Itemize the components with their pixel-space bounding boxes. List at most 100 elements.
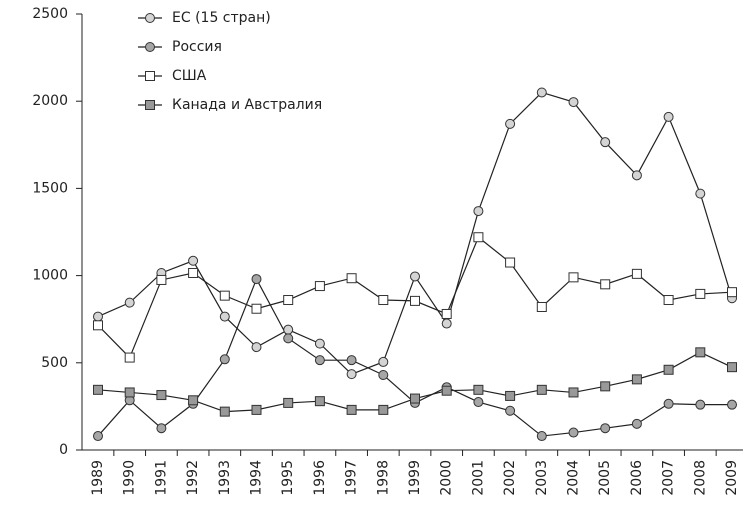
point — [124, 352, 135, 363]
point — [600, 137, 611, 148]
y-tick-label: 0 — [59, 442, 68, 458]
point — [727, 287, 737, 298]
point — [346, 273, 357, 284]
point — [600, 381, 611, 392]
point — [631, 170, 642, 181]
x-tick-label: 1999 — [407, 460, 423, 496]
point — [568, 427, 579, 438]
point — [314, 355, 325, 366]
point — [283, 397, 294, 408]
legend-marker — [145, 100, 155, 110]
legend-label: США — [172, 68, 207, 84]
point — [727, 362, 737, 373]
point — [410, 393, 420, 404]
x-tick-label: 1990 — [122, 460, 138, 496]
y-tick-label: 500 — [41, 355, 68, 371]
point — [251, 303, 262, 314]
x-tick-label: 2002 — [502, 460, 518, 496]
x-tick-label: 2007 — [661, 460, 677, 496]
point — [346, 404, 357, 415]
x-tick-label: 2003 — [534, 460, 550, 496]
x-tick-label: 1994 — [249, 460, 265, 496]
point — [93, 384, 103, 395]
point — [568, 97, 579, 108]
x-tick-label: 1996 — [312, 460, 328, 496]
point — [536, 431, 547, 442]
point — [631, 268, 642, 279]
point — [473, 397, 484, 408]
legend-marker — [145, 71, 155, 81]
point — [410, 295, 420, 306]
y-tick-label: 2500 — [32, 6, 68, 22]
point — [124, 387, 135, 398]
point — [156, 390, 167, 401]
point — [219, 290, 230, 301]
point — [346, 369, 357, 380]
legend-label: ЕС (15 стран) — [172, 10, 271, 26]
point — [600, 423, 611, 434]
point — [219, 354, 230, 365]
point — [283, 324, 294, 335]
point — [441, 308, 452, 319]
point — [536, 87, 547, 98]
point — [93, 320, 103, 331]
point — [314, 281, 325, 292]
point — [695, 188, 706, 199]
x-tick-label: 1998 — [375, 460, 391, 496]
point — [695, 288, 706, 299]
point — [695, 399, 706, 410]
point — [663, 111, 674, 122]
point — [378, 404, 389, 415]
point — [188, 267, 199, 278]
point — [283, 333, 294, 344]
point — [156, 423, 167, 434]
x-tick-label: 2000 — [439, 460, 455, 496]
point — [536, 301, 547, 312]
point — [156, 274, 167, 285]
point — [441, 385, 452, 396]
point — [188, 255, 199, 266]
x-tick-label: 1997 — [344, 460, 360, 496]
point — [283, 295, 294, 306]
y-tick-label: 1500 — [32, 180, 68, 196]
x-tick-label: 2009 — [724, 460, 740, 496]
point — [124, 297, 135, 308]
x-tick-label: 1992 — [185, 460, 201, 496]
y-tick-label: 1000 — [32, 268, 68, 284]
point — [473, 232, 484, 243]
point — [663, 398, 674, 409]
point — [219, 311, 230, 322]
x-tick-label: 1995 — [280, 460, 296, 496]
x-tick-label: 2005 — [597, 460, 613, 496]
legend-label: Россия — [172, 39, 222, 55]
point — [536, 384, 547, 395]
point — [695, 347, 706, 358]
point — [568, 272, 579, 283]
point — [93, 311, 103, 322]
point — [219, 406, 230, 417]
x-tick-label: 1993 — [217, 460, 233, 496]
point — [378, 295, 389, 306]
x-tick-label: 2006 — [629, 460, 645, 496]
point — [631, 374, 642, 385]
x-tick-label: 2004 — [566, 460, 582, 496]
point — [314, 396, 325, 407]
x-tick-label: 1991 — [153, 460, 169, 496]
point — [631, 418, 642, 429]
series-line — [97, 91, 733, 375]
y-tick-label: 2000 — [32, 93, 68, 109]
point — [505, 390, 516, 401]
point — [251, 404, 262, 415]
point — [188, 395, 199, 406]
point — [346, 355, 357, 366]
point — [314, 338, 325, 349]
point — [505, 257, 516, 268]
point — [505, 118, 516, 129]
x-tick-label: 2001 — [470, 460, 486, 496]
x-tick-label: 2008 — [692, 460, 708, 496]
legend-marker — [145, 13, 155, 23]
point — [378, 356, 389, 367]
point — [93, 431, 103, 442]
point — [727, 399, 737, 410]
point — [568, 387, 579, 398]
